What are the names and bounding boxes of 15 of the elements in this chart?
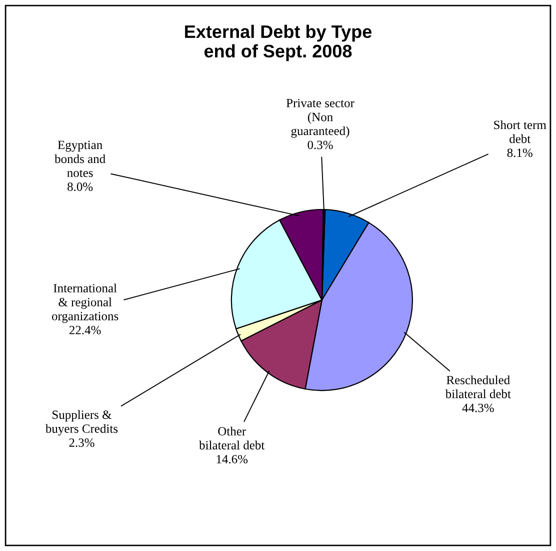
data-label: 2.3% [69, 438, 94, 447]
data-label: 8.1% [507, 148, 532, 158]
slice-label: Egyptian bonds and notes [54, 140, 106, 178]
slice-label: Short term debt [494, 120, 546, 144]
data-label: 8.0% [68, 182, 93, 192]
slice-label: Other bilateral debt [199, 426, 265, 450]
data-label: 14.6% [216, 454, 248, 464]
chart-title: External Debt by Type end of Sept. 2008 [185, 24, 372, 62]
data-label: 22.4% [69, 326, 101, 334]
data-label: 44.3% [462, 404, 494, 412]
slice-label: Suppliers & buyers Credits [45, 410, 118, 436]
slice-label: International & regional organizations [52, 284, 118, 323]
slice-label: Rescheduled bilateral debt [445, 375, 511, 398]
data-label: 0.3% [308, 140, 333, 150]
slice-label: Private sector (Non guaranteed) [286, 98, 354, 138]
